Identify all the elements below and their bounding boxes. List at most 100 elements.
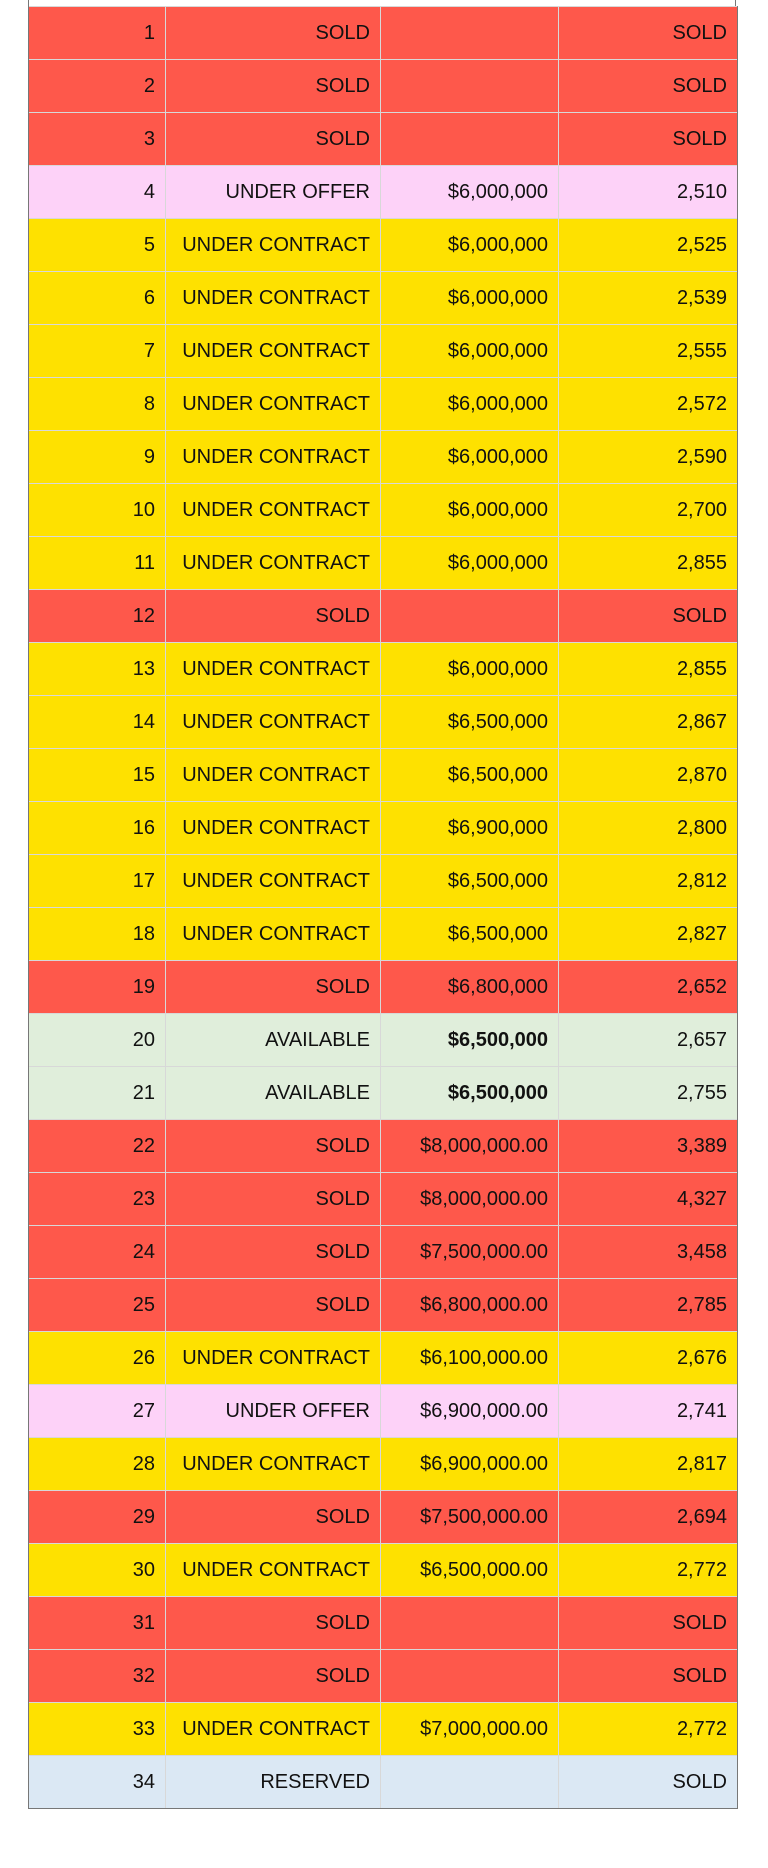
price-cell: $7,500,000.00 [381, 1226, 559, 1278]
lot-number-cell: 21 [29, 1067, 166, 1119]
area-cell: 2,555 [676, 339, 727, 362]
table-row: 10 UNDER CONTRACT $6,000,000 2,700 [29, 483, 737, 536]
area-cell: 2,800 [676, 816, 727, 839]
price-cell: $6,000,000 [381, 219, 559, 271]
status-cell: SOLD [166, 590, 381, 642]
price-cell: $6,900,000.00 [381, 1385, 559, 1437]
price-cell: $6,900,000 [381, 802, 559, 854]
lot-number-cell: 12 [29, 590, 166, 642]
status-cell: UNDER CONTRACT [166, 1703, 381, 1755]
lot-number-cell: 17 [29, 855, 166, 907]
price-cell: $6,500,000 [381, 855, 559, 907]
lot-number-cell: 9 [29, 431, 166, 483]
price-cell [381, 1597, 559, 1649]
area-cell: 2,676 [676, 1346, 727, 1369]
table-row: 21 AVAILABLE $6,500,000 2,755 [29, 1066, 737, 1119]
price-cell: $6,500,000 [381, 749, 559, 801]
area-cell: 2,657 [676, 1028, 727, 1051]
area-cell: 4,327 [676, 1187, 727, 1210]
status-cell: SOLD [166, 1226, 381, 1278]
status-cell: UNDER CONTRACT [166, 749, 381, 801]
price-cell: $7,500,000.00 [381, 1491, 559, 1543]
price-cell: $6,000,000 [381, 484, 559, 536]
table-row: 13 UNDER CONTRACT $6,000,000 2,855 [29, 642, 737, 695]
lot-number-cell: 3 [29, 113, 166, 165]
table-row: 11 UNDER CONTRACT $6,000,000 2,855 [29, 536, 737, 589]
lot-number-cell: 28 [29, 1438, 166, 1490]
lot-number-cell: 29 [29, 1491, 166, 1543]
table-row: 18 UNDER CONTRACT $6,500,000 2,827 [29, 907, 737, 960]
status-cell: UNDER CONTRACT [166, 325, 381, 377]
table-row: 3 SOLD SOLD [29, 112, 737, 165]
area-cell: 2,772 [676, 1558, 727, 1581]
price-cell: $6,000,000 [381, 537, 559, 589]
table-row: 15 UNDER CONTRACT $6,500,000 2,870 [29, 748, 737, 801]
area-cell: SOLD [672, 1611, 727, 1634]
table-row: 19 SOLD $6,800,000 2,652 [29, 960, 737, 1013]
status-cell: UNDER CONTRACT [166, 696, 381, 748]
area-cell: 2,525 [676, 233, 727, 256]
lot-number-cell: 7 [29, 325, 166, 377]
area-cell: 2,539 [676, 286, 727, 309]
lot-number-cell: 6 [29, 272, 166, 324]
table-row: 33 UNDER CONTRACT $7,000,000.00 2,772 [29, 1702, 737, 1755]
table-row: 29 SOLD $7,500,000.00 2,694 [29, 1490, 737, 1543]
lot-number-cell: 16 [29, 802, 166, 854]
area-cell: 2,817 [676, 1452, 727, 1475]
status-cell: UNDER CONTRACT [166, 643, 381, 695]
table-row: 25 SOLD $6,800,000.00 2,785 [29, 1278, 737, 1331]
lot-number-cell: 4 [29, 166, 166, 218]
status-cell: UNDER OFFER [166, 1385, 381, 1437]
price-cell: $6,000,000 [381, 643, 559, 695]
lot-number-cell: 23 [29, 1173, 166, 1225]
lot-number-cell: 10 [29, 484, 166, 536]
lot-number-cell: 27 [29, 1385, 166, 1437]
area-cell: 2,590 [676, 445, 727, 468]
status-cell: UNDER OFFER [166, 166, 381, 218]
lot-number-cell: 20 [29, 1014, 166, 1066]
table-row: 12 SOLD SOLD [29, 589, 737, 642]
area-cell: 2,785 [676, 1293, 727, 1316]
table-row: 20 AVAILABLE $6,500,000 2,657 [29, 1013, 737, 1066]
table-row: 28 UNDER CONTRACT $6,900,000.00 2,817 [29, 1437, 737, 1490]
status-cell: UNDER CONTRACT [166, 272, 381, 324]
status-cell: SOLD [166, 7, 381, 59]
price-cell: $6,000,000 [381, 325, 559, 377]
price-cell: $6,000,000 [381, 166, 559, 218]
price-cell: $7,000,000.00 [381, 1703, 559, 1755]
price-cell [381, 7, 559, 59]
price-cell: $6,500,000 [381, 696, 559, 748]
price-cell: $6,100,000.00 [381, 1332, 559, 1384]
table-row: 4 UNDER OFFER $6,000,000 2,510 [29, 165, 737, 218]
table-row: 24 SOLD $7,500,000.00 3,458 [29, 1225, 737, 1278]
price-cell: $6,000,000 [381, 378, 559, 430]
table-row: 27 UNDER OFFER $6,900,000.00 2,741 [29, 1384, 737, 1437]
status-cell: UNDER CONTRACT [166, 484, 381, 536]
lot-number-cell: 30 [29, 1544, 166, 1596]
status-cell: UNDER CONTRACT [166, 537, 381, 589]
lot-number-cell: 19 [29, 961, 166, 1013]
table-top [28, 0, 736, 6]
status-cell: UNDER CONTRACT [166, 378, 381, 430]
table-row: 32 SOLD SOLD [29, 1649, 737, 1702]
status-cell: SOLD [166, 1491, 381, 1543]
lot-number-cell: 11 [29, 537, 166, 589]
table-row: 30 UNDER CONTRACT $6,500,000.00 2,772 [29, 1543, 737, 1596]
table-row: 9 UNDER CONTRACT $6,000,000 2,590 [29, 430, 737, 483]
status-cell: SOLD [166, 113, 381, 165]
lot-number-cell: 22 [29, 1120, 166, 1172]
price-cell: $6,800,000.00 [381, 1279, 559, 1331]
price-cell: $6,900,000.00 [381, 1438, 559, 1490]
area-cell: SOLD [672, 127, 727, 150]
price-cell [381, 1650, 559, 1702]
area-cell: SOLD [672, 74, 727, 97]
price-cell: $8,000,000.00 [381, 1120, 559, 1172]
price-cell: $6,500,000 [381, 1014, 559, 1066]
price-cell: $6,000,000 [381, 272, 559, 324]
area-cell: 3,458 [676, 1240, 727, 1263]
table-row: 31 SOLD SOLD [29, 1596, 737, 1649]
status-cell: AVAILABLE [166, 1014, 381, 1066]
area-cell: 2,741 [676, 1399, 727, 1422]
table-row: 14 UNDER CONTRACT $6,500,000 2,867 [29, 695, 737, 748]
